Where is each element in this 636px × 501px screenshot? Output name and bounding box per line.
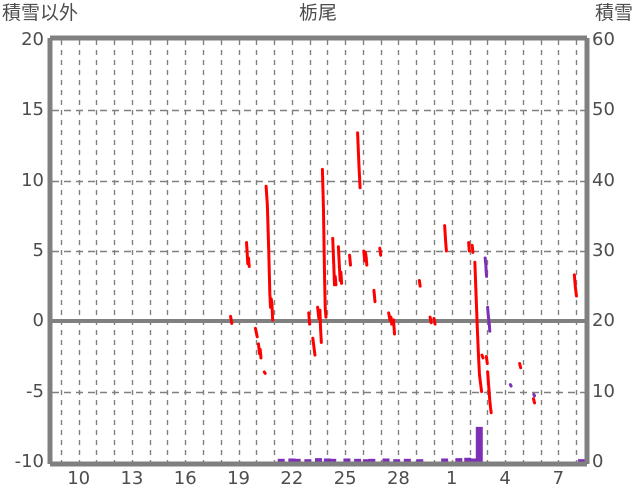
right-axis-title: 積雪 bbox=[594, 2, 633, 24]
y-axis-tick-label: -5 bbox=[26, 380, 44, 402]
y2-axis-tick-label: 40 bbox=[592, 169, 615, 191]
y-axis-tick-label: 10 bbox=[21, 169, 44, 191]
data-series-segment bbox=[443, 224, 448, 253]
data-series-segment bbox=[428, 315, 433, 325]
x-axis-tick-label: 4 bbox=[499, 468, 511, 489]
data-series-segment bbox=[362, 249, 369, 267]
y2-axis-tick-label: 30 bbox=[592, 240, 615, 261]
data-series-segment bbox=[480, 353, 485, 360]
x-axis-tick-label: 13 bbox=[120, 468, 144, 489]
data-series-segment bbox=[253, 326, 259, 339]
data-series-segment bbox=[229, 314, 234, 325]
data-series-segment bbox=[316, 305, 323, 344]
data-series-segment bbox=[307, 311, 312, 326]
data-series-segment bbox=[245, 241, 251, 268]
data-layer bbox=[229, 131, 585, 462]
data-series-segment bbox=[372, 288, 377, 304]
x-axis-tick-label: 28 bbox=[386, 468, 410, 489]
x-axis-tick-label: 1 bbox=[446, 468, 458, 489]
y-axis-tick-label: 5 bbox=[32, 240, 44, 261]
data-series-segment bbox=[484, 355, 489, 366]
data-series-segment bbox=[467, 241, 471, 253]
data-series-segment bbox=[256, 342, 263, 360]
data-series-segment bbox=[320, 167, 328, 319]
data-series-segment bbox=[432, 317, 437, 326]
data-series-segment bbox=[391, 318, 397, 336]
x-axis-tick-label: 10 bbox=[67, 468, 91, 489]
y2-axis-tick-label: 0 bbox=[592, 451, 604, 472]
y2-axis-tick-label: 20 bbox=[592, 310, 615, 332]
data-series-segment bbox=[470, 243, 475, 254]
data-series-segment bbox=[486, 305, 492, 333]
x-axis-tick-label: 16 bbox=[173, 468, 197, 489]
left-axis-title: 積雪以外 bbox=[2, 2, 79, 24]
data-series-segment bbox=[262, 370, 267, 375]
data-series-segment bbox=[532, 392, 537, 398]
data-series-segment bbox=[486, 370, 493, 415]
y-axis-tick-label: 20 bbox=[21, 29, 44, 50]
data-series-segment bbox=[572, 273, 578, 298]
data-series-segment bbox=[311, 336, 317, 357]
data-series-segment bbox=[336, 245, 344, 285]
data-series-segment bbox=[356, 131, 362, 190]
chart-title: 栃尾 bbox=[298, 2, 337, 24]
x-axis-tick-label: 25 bbox=[333, 468, 357, 489]
data-series-segment bbox=[417, 279, 422, 288]
grid-layer bbox=[52, 40, 585, 462]
plot-frame bbox=[47, 35, 590, 467]
y-axis-tick-label: -10 bbox=[14, 451, 44, 472]
y-axis-tick-label: 0 bbox=[32, 310, 44, 332]
y2-axis-tick-label: 60 bbox=[592, 29, 615, 50]
y2-axis-tick-label: 50 bbox=[592, 99, 615, 121]
y-axis-tick-label: 15 bbox=[21, 99, 44, 121]
data-series-segment bbox=[531, 397, 537, 405]
y2-axis-tick-label: 10 bbox=[592, 380, 615, 402]
data-series-segment bbox=[508, 383, 513, 388]
data-series-segment bbox=[518, 362, 523, 370]
data-series-segment bbox=[473, 260, 484, 394]
data-series-segment bbox=[387, 311, 394, 326]
x-axis-tick-label: 22 bbox=[280, 468, 304, 489]
data-series-segment bbox=[348, 253, 352, 267]
data-series-segment bbox=[378, 246, 383, 257]
x-axis-tick-label: 19 bbox=[227, 468, 250, 489]
x-axis-tick-label: 7 bbox=[552, 468, 565, 489]
data-series-segment bbox=[331, 236, 338, 287]
data-series-segment bbox=[264, 184, 275, 322]
data-series-segment bbox=[483, 256, 489, 278]
